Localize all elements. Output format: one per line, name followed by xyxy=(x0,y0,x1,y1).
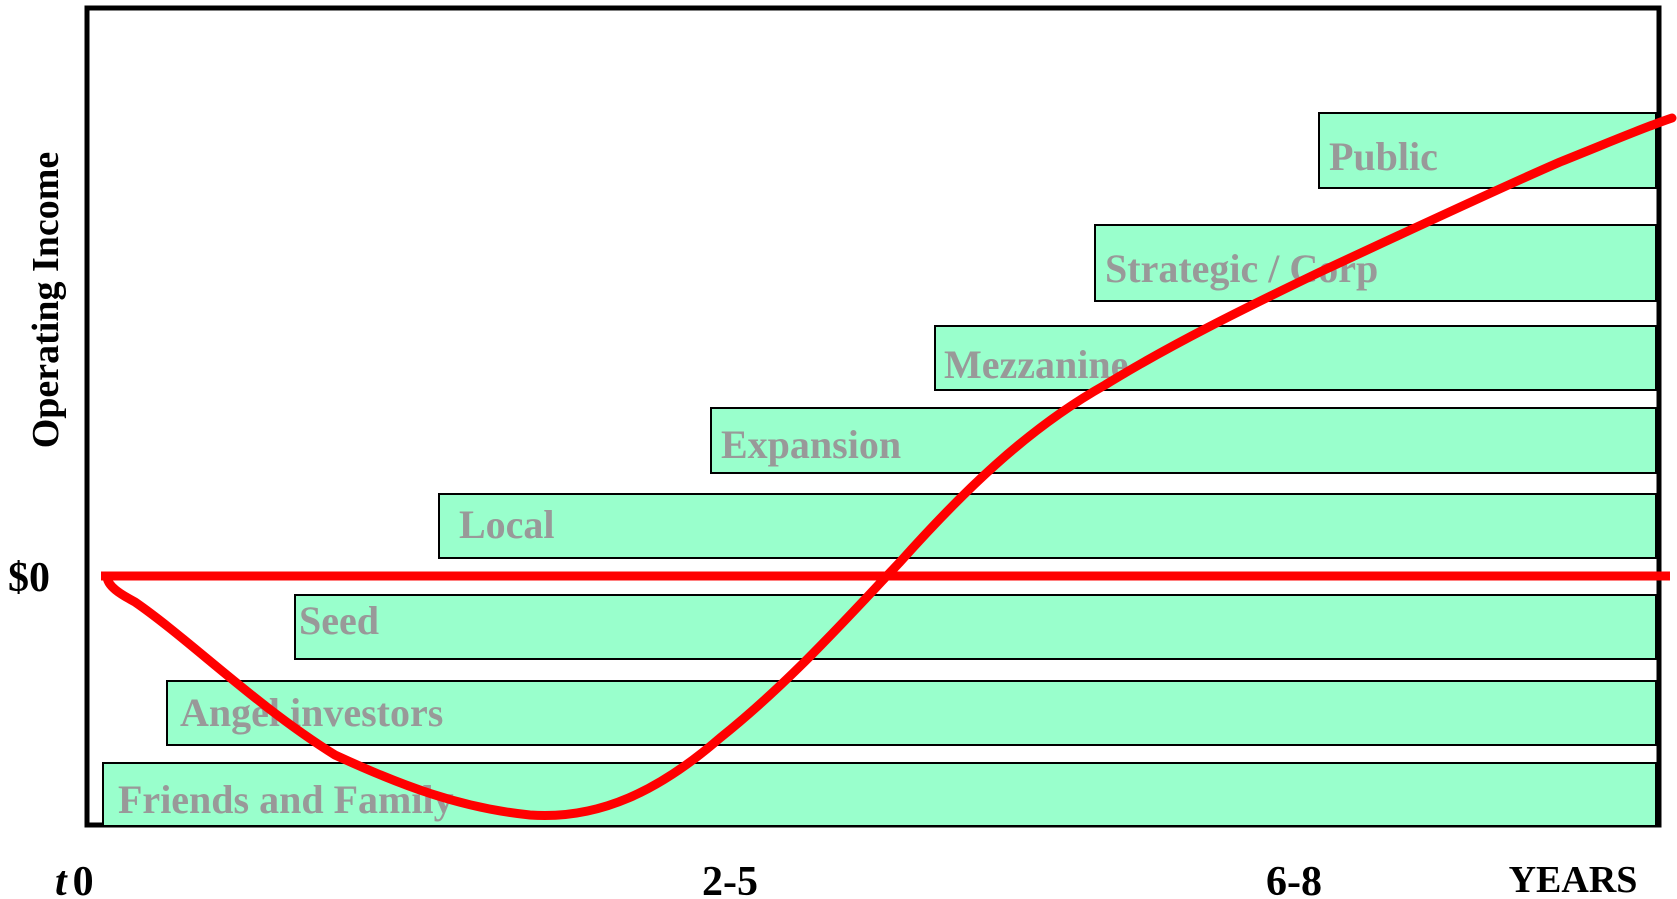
stage-bar-seed-rect xyxy=(294,594,1657,660)
stage-bar-expansion-rect xyxy=(710,407,1657,474)
stage-bar-local-label: Local xyxy=(459,502,555,547)
stage-bar-public-label: Public xyxy=(1329,134,1438,179)
stage-bar-expansion: Expansion xyxy=(710,407,1657,474)
stage-bar-seed-label: Seed xyxy=(299,598,379,643)
zero-income-label: $0 xyxy=(8,555,50,601)
y-axis-label: Operating Income xyxy=(25,152,67,449)
x-axis-late-label: 6-8 xyxy=(1266,859,1322,899)
stage-bar-expansion-label: Expansion xyxy=(721,422,901,467)
stage-bar-strategic-corp-rect xyxy=(1094,224,1657,302)
stage-bar-seed: Seed xyxy=(294,594,1657,660)
stage-bar-angel-investors-label: Angel investors xyxy=(180,690,443,735)
stage-bar-mezzanine-label: Mezzanine xyxy=(944,342,1128,387)
stage-bar-angel-investors-rect xyxy=(166,680,1657,746)
stage-bar-local-rect xyxy=(438,493,1657,559)
stage-bar-friends-and-family: Friends and Family xyxy=(102,762,1657,827)
stage-bar-mezzanine: Mezzanine xyxy=(934,325,1657,391)
x-axis-start-number: 0 xyxy=(73,859,94,899)
x-axis-end-label: YEARS xyxy=(1509,859,1638,899)
stage-bar-angel-investors: Angel investors xyxy=(166,680,1657,746)
stage-bar-mezzanine-rect xyxy=(934,325,1657,391)
stage-bar-public: Public xyxy=(1318,112,1657,189)
operating-income-curve xyxy=(102,113,1677,821)
x-axis-mid-label: 2-5 xyxy=(702,859,758,899)
x-axis-start-italic: t xyxy=(55,859,68,899)
stage-bar-friends-and-family-rect xyxy=(102,762,1657,827)
stage-bar-local: Local xyxy=(438,493,1657,559)
stage-bar-strategic-corp: Strategic / Corp xyxy=(1094,224,1657,302)
